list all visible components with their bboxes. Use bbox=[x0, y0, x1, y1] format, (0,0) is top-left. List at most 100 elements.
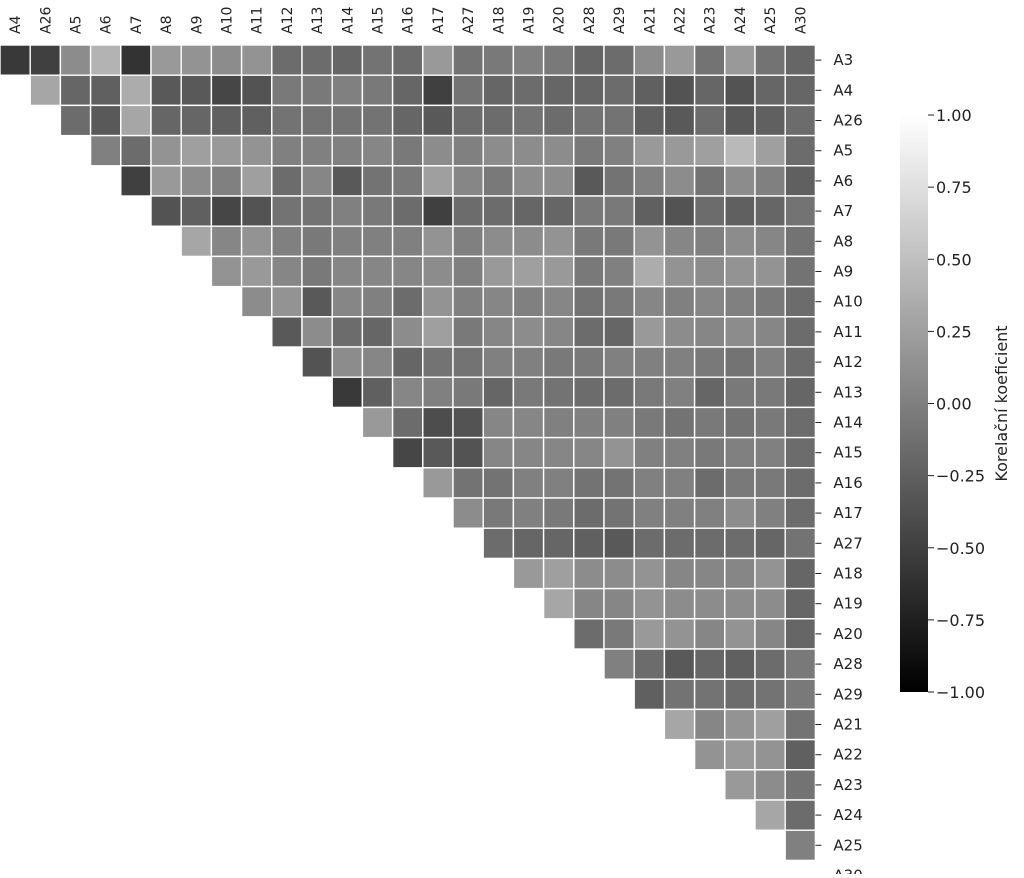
heatmap-cell-A5-A6 bbox=[89, 134, 122, 167]
x-tick-label-A11: A11 bbox=[250, 7, 266, 34]
heatmap-cell-A7-A11 bbox=[240, 195, 273, 227]
heatmap-cell-A19-A22 bbox=[663, 587, 696, 620]
heatmap-cell-A5-A15 bbox=[361, 134, 394, 167]
heatmap-cell-A19-A21 bbox=[633, 587, 666, 620]
heatmap-cell-A20-A24 bbox=[724, 618, 756, 650]
heatmap-cell-A7-A25 bbox=[754, 195, 786, 227]
heatmap-cell-A27-A24 bbox=[724, 527, 756, 560]
heatmap-cells bbox=[0, 44, 817, 862]
heatmap-cell-A11-A12 bbox=[271, 316, 303, 348]
y-tick-label-A4: A4 bbox=[833, 81, 853, 99]
heatmap-cell-A10-A30 bbox=[784, 285, 817, 318]
heatmap-cell-A22-A30 bbox=[784, 738, 817, 771]
heatmap-cell-A18-A22 bbox=[663, 557, 696, 590]
heatmap-cell-A28-A25 bbox=[754, 648, 786, 680]
heatmap-cell-A13-A25 bbox=[754, 376, 786, 409]
heatmap-cell-A10-A23 bbox=[693, 285, 726, 318]
heatmap-cell-A7-A17 bbox=[422, 195, 454, 227]
x-tick-label-A5: A5 bbox=[69, 16, 85, 34]
heatmap-cell-A10-A24 bbox=[724, 285, 756, 318]
y-tick-label-A12: A12 bbox=[833, 353, 862, 371]
heatmap-cell-A26-A5 bbox=[59, 104, 92, 137]
heatmap-cell-A26-A21 bbox=[633, 104, 666, 137]
heatmap-cell-A16-A22 bbox=[663, 467, 696, 499]
heatmap-cell-A11-A25 bbox=[754, 316, 786, 348]
heatmap-cell-A21-A24 bbox=[724, 708, 756, 741]
heatmap-cell-A15-A25 bbox=[754, 436, 786, 469]
x-tick-label-A15: A15 bbox=[371, 7, 387, 34]
heatmap-cell-A14-A29 bbox=[603, 406, 635, 439]
heatmap-cell-A15-A21 bbox=[633, 436, 666, 469]
heatmap-cell-A12-A22 bbox=[663, 346, 696, 378]
heatmap-cell-A14-A22 bbox=[663, 406, 696, 439]
x-axis-tick-labels: A4 A26 A5 A6 A7 A8 A9 A10 A11 A12 A13 A14 A15 A16 A17 A… bbox=[8, 7, 809, 34]
heatmap-cell-A14-A28 bbox=[573, 406, 605, 439]
heatmap-cell-A10-A20 bbox=[542, 285, 575, 318]
y-tick-label-A14: A14 bbox=[833, 414, 862, 432]
heatmap-cell-A15-A29 bbox=[603, 436, 635, 469]
x-tick-label-A13: A13 bbox=[310, 7, 326, 34]
heatmap-cell-A26-A10 bbox=[210, 104, 243, 137]
heatmap-cell-A3-A21 bbox=[633, 44, 666, 76]
heatmap-cell-A27-A21 bbox=[633, 527, 666, 560]
heatmap-cell-A17-A23 bbox=[693, 497, 726, 529]
heatmap-cell-A19-A30 bbox=[784, 587, 817, 620]
heatmap-cell-A5-A18 bbox=[482, 134, 515, 167]
heatmap-cell-A4-A16 bbox=[391, 74, 424, 107]
heatmap-cell-A12-A24 bbox=[724, 346, 756, 378]
x-tick-label-A6: A6 bbox=[99, 15, 115, 34]
heatmap-cell-A10-A16 bbox=[391, 285, 424, 318]
x-tick-label-A26: A26 bbox=[38, 7, 54, 34]
heatmap-cell-A29-A23 bbox=[693, 678, 726, 711]
heatmap-cell-A29-A24 bbox=[724, 678, 756, 711]
x-tick-label-A20: A20 bbox=[552, 7, 568, 34]
heatmap-cell-A13-A29 bbox=[603, 376, 635, 409]
heatmap-cell-A16-A25 bbox=[754, 467, 786, 499]
heatmap-cell-A4-A19 bbox=[512, 74, 545, 107]
y-tick-label-A8: A8 bbox=[833, 232, 853, 250]
heatmap-cell-A10-A22 bbox=[663, 285, 696, 318]
heatmap-cell-A23-A24 bbox=[724, 769, 756, 801]
heatmap-cell-A26-A20 bbox=[542, 104, 575, 137]
heatmap-cell-A6-A30 bbox=[784, 165, 817, 197]
heatmap-cell-A7-A14 bbox=[331, 195, 364, 227]
heatmap-cell-A13-A18 bbox=[482, 376, 515, 409]
heatmap-cell-A6-A27 bbox=[452, 165, 484, 197]
heatmap-cell-A3-A4 bbox=[0, 44, 31, 76]
heatmap-cell-A17-A25 bbox=[754, 497, 786, 529]
heatmap-cell-A8-A13 bbox=[301, 225, 333, 258]
heatmap-cell-A22-A23 bbox=[693, 738, 726, 771]
heatmap-cell-A6-A24 bbox=[724, 165, 756, 197]
heatmap-cell-A7-A16 bbox=[391, 195, 424, 227]
heatmap-cell-A14-A21 bbox=[633, 406, 666, 439]
heatmap-cell-A18-A20 bbox=[542, 557, 575, 590]
heatmap-cell-A17-A19 bbox=[512, 497, 545, 529]
x-tick-label-A9: A9 bbox=[189, 16, 205, 34]
y-tick-label-A26: A26 bbox=[833, 112, 862, 130]
heatmap-cell-A7-A24 bbox=[724, 195, 756, 227]
heatmap-cell-A4-A27 bbox=[452, 74, 484, 107]
heatmap-cell-A11-A21 bbox=[633, 316, 666, 348]
heatmap-cell-A10-A12 bbox=[271, 285, 303, 318]
heatmap-cell-A14-A16 bbox=[391, 406, 424, 439]
heatmap-cell-A20-A28 bbox=[573, 618, 605, 650]
heatmap-cell-A8-A18 bbox=[482, 225, 515, 258]
heatmap-cell-A4-A20 bbox=[542, 74, 575, 107]
heatmap-cell-A6-A9 bbox=[180, 165, 213, 197]
x-tick-label-A24: A24 bbox=[733, 7, 749, 34]
heatmap-cell-A4-A30 bbox=[784, 74, 817, 107]
heatmap-cell-A9-A22 bbox=[663, 255, 696, 288]
x-tick-label-A10: A10 bbox=[220, 7, 236, 34]
heatmap-cell-A11-A14 bbox=[331, 316, 364, 348]
heatmap-cell-A22-A24 bbox=[724, 738, 756, 771]
heatmap-cell-A15-A23 bbox=[693, 436, 726, 469]
heatmap-cell-A3-A30 bbox=[784, 44, 817, 76]
heatmap-cell-A9-A16 bbox=[391, 255, 424, 288]
heatmap-cell-A26-A22 bbox=[663, 104, 696, 137]
heatmap-cell-A6-A10 bbox=[210, 165, 243, 197]
heatmap-cell-A16-A18 bbox=[482, 467, 515, 499]
heatmap-cell-A5-A13 bbox=[301, 134, 333, 167]
heatmap-cell-A27-A30 bbox=[784, 527, 817, 560]
heatmap-cell-A8-A10 bbox=[210, 225, 243, 258]
heatmap-cell-A13-A21 bbox=[633, 376, 666, 409]
